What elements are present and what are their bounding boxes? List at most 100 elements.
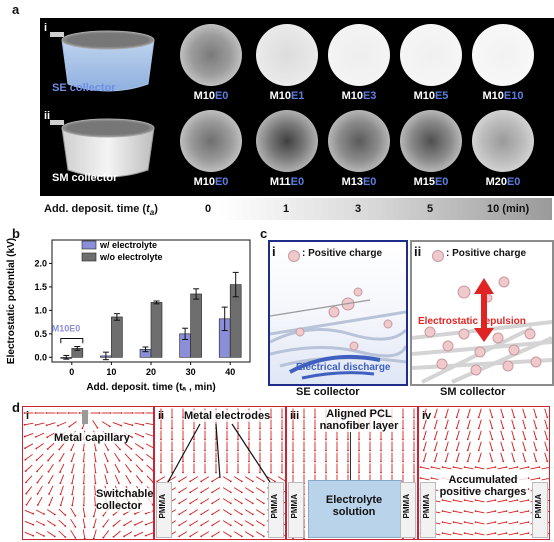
field-arrow [59,452,65,462]
field-arrow-head [200,480,203,483]
field-arrow [189,520,199,526]
field-arrow-head [131,412,134,414]
field-arrow-head [380,460,382,463]
field-arrow-head [474,521,477,524]
field-arrow [500,430,504,440]
field-arrow [266,476,276,482]
field-arrow [83,452,85,462]
field-arrow [511,452,515,462]
field-arrow [102,530,110,538]
field-arrow-head [380,471,382,474]
field-arrow-head [160,416,162,419]
field-arrow [423,408,427,418]
field-arrow-head [505,510,508,513]
field-arrow-head [23,412,26,414]
field-arrow-head [402,460,404,463]
field-arrow-head [229,513,232,516]
field-arrow [533,419,537,429]
field-arrow-head [433,449,436,452]
c-left-legend-charge-icon [288,250,300,262]
field-arrow-head [413,460,415,463]
field-arrow [445,408,449,418]
field-arrow-head [516,466,519,469]
field-arrow-head [142,424,145,426]
field-arrow-head [229,491,232,494]
field-arrow-head [466,416,469,419]
field-arrow [211,498,221,504]
label-r1-s5: M10E10 [482,90,524,102]
bar-without-electrolyte [111,316,123,358]
field-arrow [431,466,441,470]
field-arrow-head [119,448,121,451]
label-r2-s2: M11E0 [269,176,305,188]
field-arrow-head [281,438,283,441]
x-tick-label: 0 [69,367,74,377]
field-arrow-head [281,471,283,474]
field-arrow-head [259,460,261,463]
field-arrow-head [546,460,549,463]
field-arrow-head [477,427,480,430]
field-arrow-head [56,412,59,414]
field-arrow-head [463,466,466,469]
field-arrow-head [413,471,415,474]
field-arrow [114,452,120,462]
field-arrow [146,464,153,472]
field-arrow-head [215,449,217,452]
field-arrow-head [237,427,239,430]
field-arrow [475,510,485,514]
field-arrow [124,453,132,461]
metal-capillary-label: Metal capillary [54,432,130,444]
field-arrow-head [546,416,549,419]
d-iii-pmma-right [400,482,416,538]
field-arrow [497,499,507,503]
field-arrow-head [474,532,477,535]
field-arrow-head [281,460,283,463]
field-arrow [24,443,34,449]
field-arrow-head [92,526,95,529]
field-arrow-head [270,449,272,452]
field-arrow-head [270,427,272,430]
field-arrow [277,476,285,482]
field-arrow [146,454,153,460]
field-arrow [478,430,482,440]
field-arrow-head [262,513,265,516]
field-arrow-head [215,460,217,463]
field-arrow [200,498,210,504]
field-arrow [135,453,143,461]
c-right-legend-text: : Positive charge [446,248,527,259]
field-arrow-head [491,416,494,419]
field-arrow-head [502,438,505,441]
field-arrow-head [251,513,254,516]
field-arrow-head [112,535,115,538]
field-arrow-head [95,449,97,452]
field-arrow [519,466,529,470]
field-arrow [522,441,526,451]
field-arrow-head [494,532,497,535]
field-arrow-head [391,449,393,452]
field-arrow [104,474,108,484]
field-arrow [94,474,96,484]
field-arrow-head [502,427,505,430]
field-arrow-head [262,502,265,505]
field-arrow-head [251,535,254,538]
field-arrow [511,430,515,440]
field-arrow-head [292,460,294,463]
field-arrow-head [43,513,45,515]
field-arrow [112,421,122,427]
field-arrow [478,452,482,462]
field-arrow-head [36,481,39,484]
field-arrow [189,509,199,515]
field-arrow-head [527,521,530,524]
field-arrow [544,408,548,418]
d-ii-pmma-left-text: PMMA [158,494,167,519]
field-arrow [35,520,45,526]
field-arrow-head [182,471,184,474]
field-arrow [46,509,56,515]
field-arrow-head [237,471,239,474]
field-arrow [58,508,66,516]
field-arrow [124,464,132,472]
field-arrow [189,531,199,537]
collector-illustrations [50,30,155,178]
field-arrow [244,476,254,482]
field-arrow-head [273,480,276,483]
